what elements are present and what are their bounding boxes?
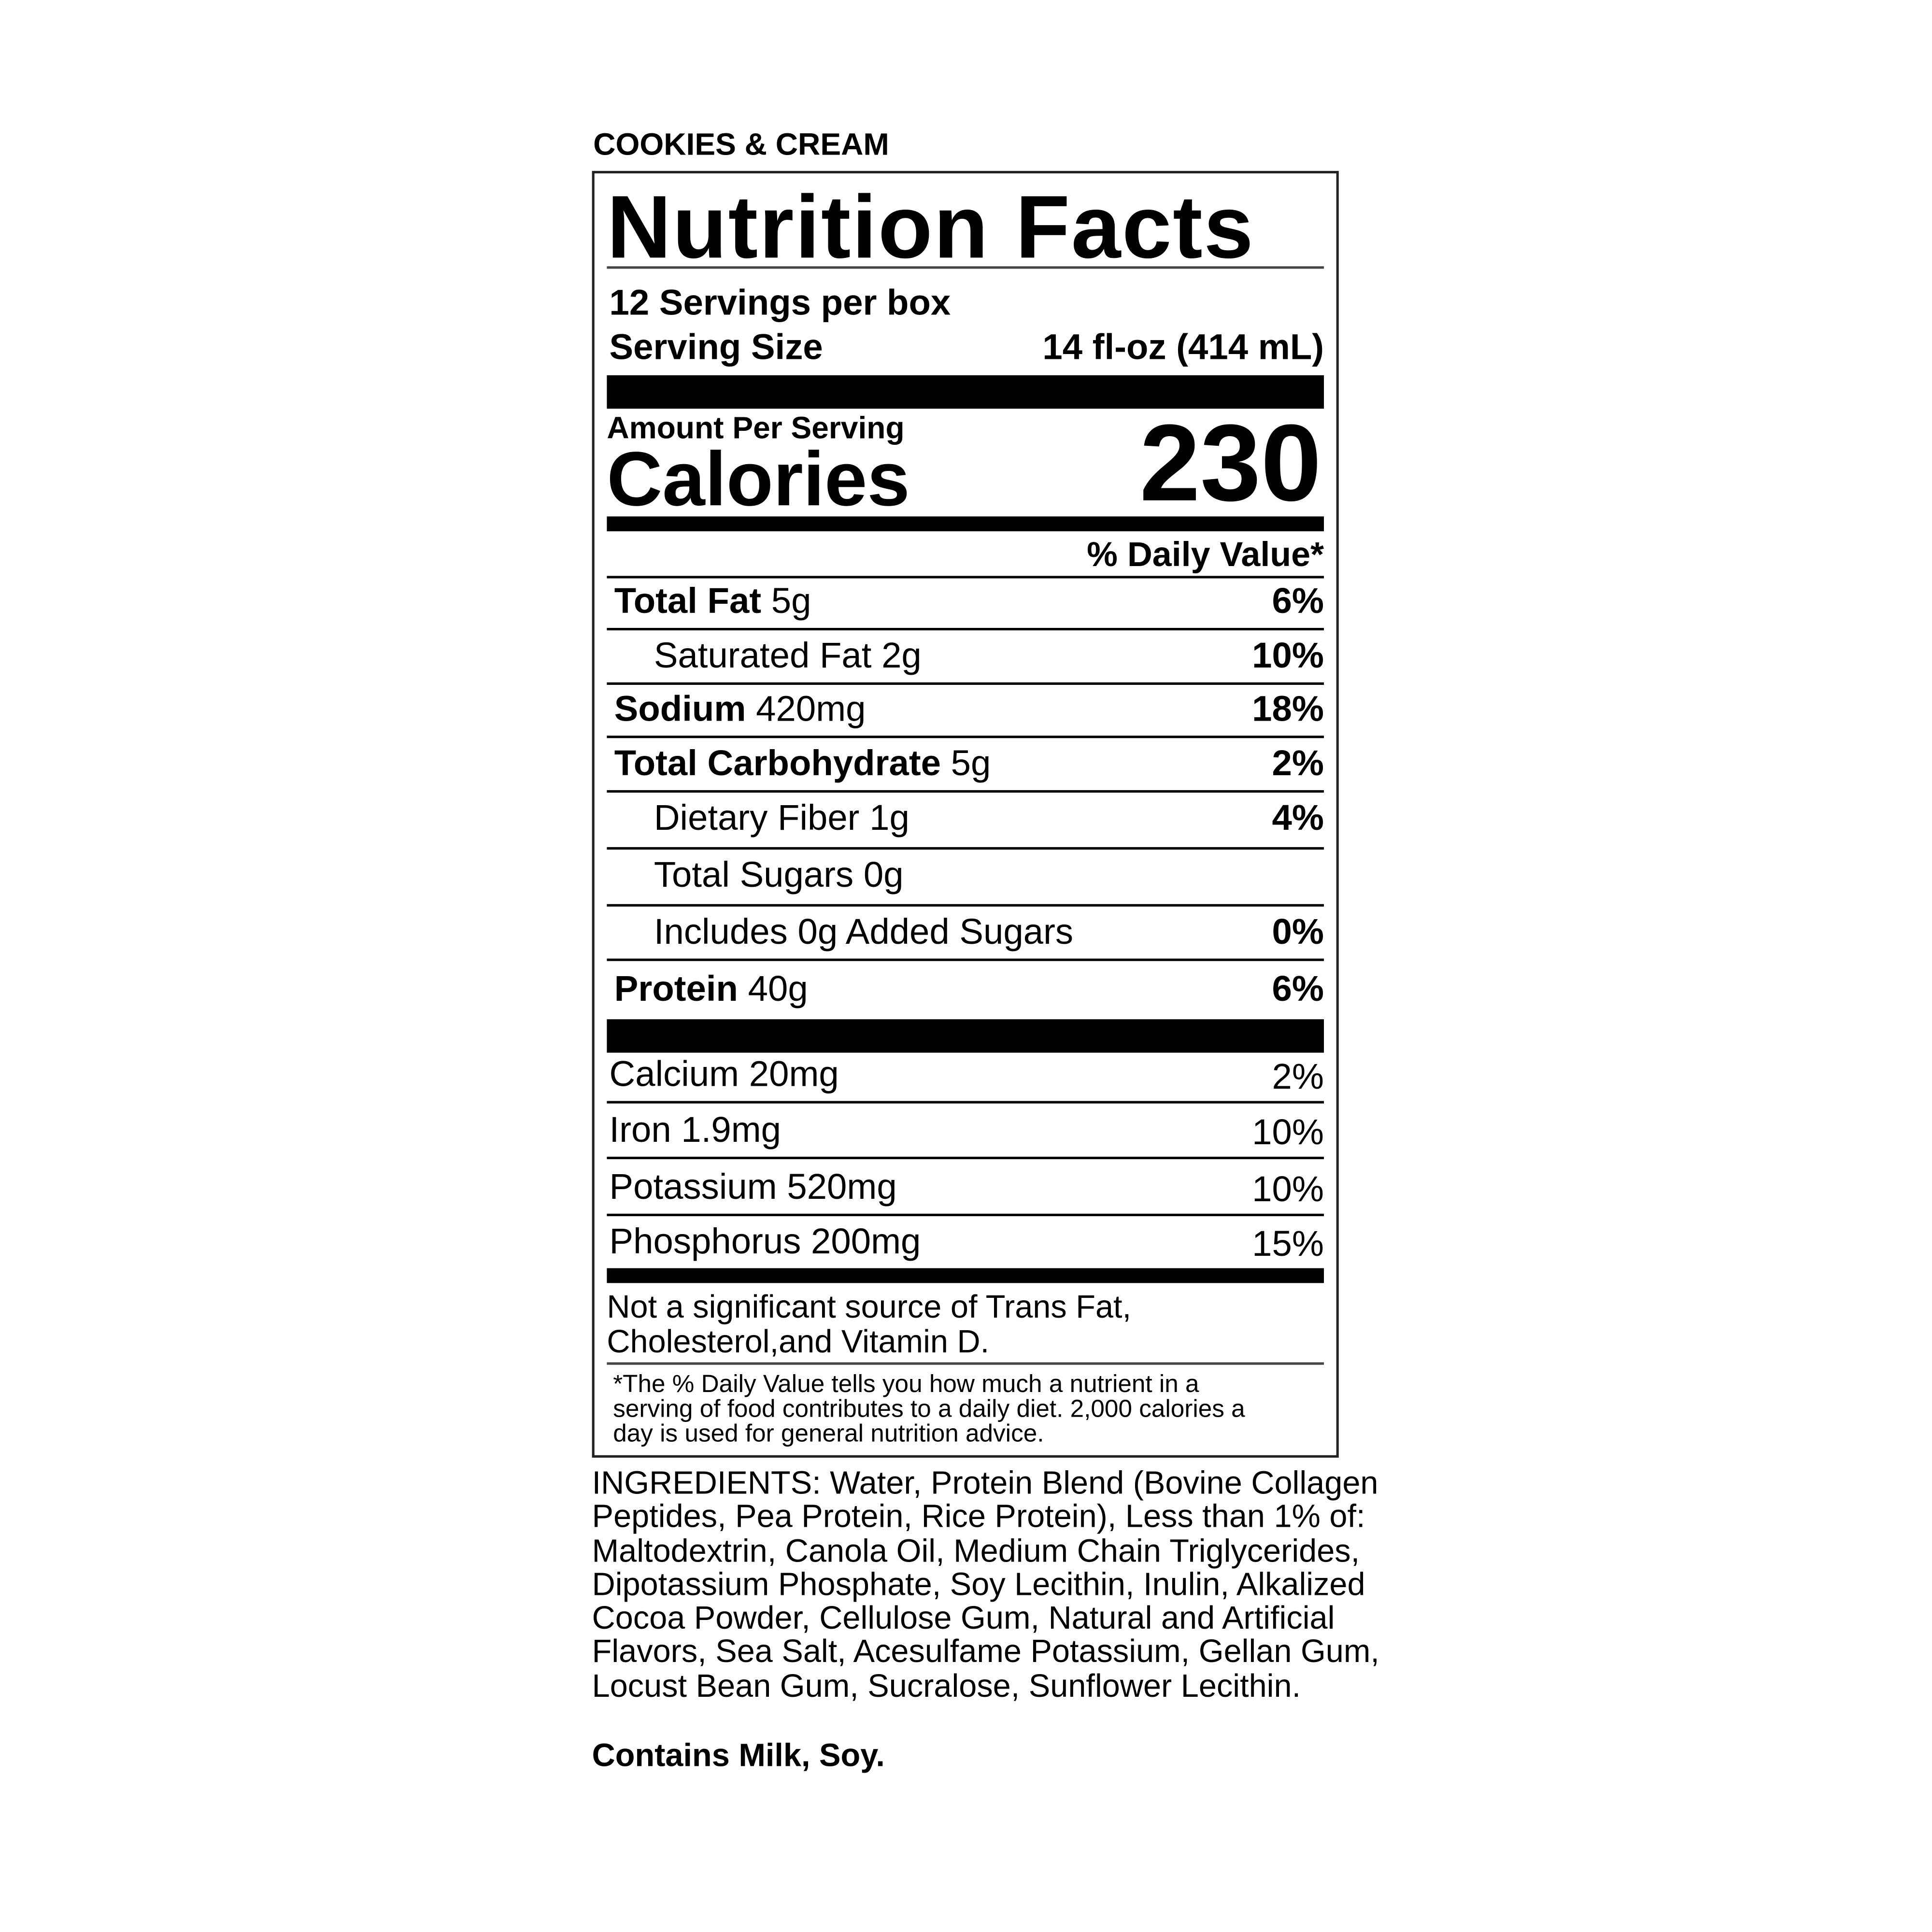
nutrient-name: Dietary Fiber: [653, 798, 860, 838]
nutrition-facts-label: Nutrition Facts 12 Servings per box Serv…: [592, 170, 1339, 1458]
nutrient-row-saturated-fat: Saturated Fat 2g 10%: [607, 630, 1324, 682]
nutrient-amount: 2g: [881, 636, 922, 676]
note-line: Not a significant source of Trans Fat,: [607, 1288, 1132, 1325]
nutrient-row-total-fat: Total Fat 5g 6%: [607, 578, 1324, 628]
mineral-row-calcium: Calcium 20mg 2%: [607, 1052, 1324, 1101]
nutrient-name: Saturated Fat: [653, 636, 872, 676]
mineral-text: Calcium 20mg: [609, 1055, 839, 1095]
below-label-text: INGREDIENTS: Water, Protein Blend (Bovin…: [592, 1463, 1385, 1774]
nutrient-dv: 0%: [1272, 912, 1324, 952]
divider: [607, 1362, 1324, 1364]
thick-divider: [607, 375, 1324, 409]
nutrient-name: Total Sugars: [653, 855, 854, 895]
mineral-text: Phosphorus 200mg: [609, 1222, 921, 1262]
allergen-statement: Contains Milk, Soy.: [592, 1736, 885, 1774]
thick-divider: [607, 516, 1324, 531]
daily-value-header: % Daily Value*: [1087, 535, 1324, 574]
nutrient-dv: 4%: [1272, 798, 1324, 838]
nutrient-dv: 18%: [1252, 690, 1324, 730]
divider: [607, 1156, 1324, 1159]
footnote-line: serving of food contributes to a daily d…: [613, 1395, 1245, 1423]
nutrient-dv: 10%: [1252, 636, 1324, 676]
daily-value-footnote: *The % Daily Value tells you how much a …: [613, 1372, 1245, 1447]
label-title: Nutrition Facts: [607, 178, 1255, 278]
mineral-row-iron: Iron 1.9mg 10%: [607, 1104, 1324, 1157]
not-significant-note: Not a significant source of Trans Fat, C…: [607, 1289, 1131, 1359]
amount-per-serving: Amount Per Serving: [607, 411, 905, 446]
nutrient-name: Sodium: [614, 690, 746, 730]
serving-size-value: 14 fl-oz (414 mL): [1042, 328, 1324, 368]
flavor-name: COOKIES & CREAM: [593, 128, 889, 162]
nutrient-row-total-carbohydrate: Total Carbohydrate 5g 2%: [607, 738, 1324, 790]
divider: [607, 266, 1324, 269]
footnote-line: day is used for general nutrition advice…: [613, 1421, 1044, 1448]
mineral-dv: 10%: [1252, 1113, 1324, 1153]
mineral-row-phosphorus: Phosphorus 200mg 15%: [607, 1216, 1324, 1268]
nutrient-row-total-sugars: Total Sugars 0g: [607, 850, 1324, 902]
nutrient-row-protein: Protein 40g 6%: [607, 961, 1324, 1016]
mineral-text: Iron 1.9mg: [609, 1110, 781, 1151]
mineral-row-potassium: Potassium 520mg 10%: [607, 1159, 1324, 1214]
nutrient-row-sodium: Sodium 420mg 18%: [607, 685, 1324, 736]
nutrient-amount: 5g: [951, 744, 991, 784]
footnote-line: *The % Daily Value tells you how much a …: [613, 1371, 1199, 1398]
calories-label: Calories: [607, 437, 910, 523]
nutrient-amount: 40g: [748, 969, 808, 1009]
serving-size-label: Serving Size: [609, 328, 823, 368]
nutrient-dv: 6%: [1272, 969, 1324, 1009]
nutrient-dv: 6%: [1272, 582, 1324, 622]
ingredients-list: INGREDIENTS: Water, Protein Blend (Bovin…: [592, 1463, 1379, 1704]
nutrient-name: Total Carbohydrate: [614, 744, 941, 784]
nutrient-row-dietary-fiber: Dietary Fiber 1g 4%: [607, 793, 1324, 845]
thick-divider: [607, 1019, 1324, 1053]
divider: [607, 1213, 1324, 1216]
mineral-dv: 2%: [1272, 1057, 1324, 1097]
nutrient-amount: 420mg: [756, 690, 866, 730]
divider: [607, 904, 1324, 906]
mineral-dv: 15%: [1252, 1224, 1324, 1264]
nutrient-amount: 1g: [869, 798, 909, 838]
nutrient-row-added-sugars: Includes 0g Added Sugars 0%: [607, 907, 1324, 959]
note-line: Cholesterol,and Vitamin D.: [607, 1322, 990, 1360]
nutrient-amount: 5g: [771, 582, 811, 622]
calories-value: 230: [1139, 401, 1321, 524]
nutrient-dv: 2%: [1272, 744, 1324, 784]
divider: [607, 627, 1324, 630]
nutrient-name: Protein: [614, 969, 738, 1009]
divider: [607, 1101, 1324, 1103]
divider: [607, 576, 1324, 579]
divider: [607, 958, 1324, 961]
divider: [607, 790, 1324, 792]
mineral-dv: 10%: [1252, 1170, 1324, 1210]
nutrient-name: Includes 0g Added Sugars: [653, 912, 1074, 952]
servings-per-container: 12 Servings per box: [609, 284, 951, 324]
nutrient-name: Total Fat: [614, 582, 762, 622]
divider: [607, 682, 1324, 684]
nutrient-amount: 0g: [863, 855, 904, 895]
divider: [607, 847, 1324, 849]
mineral-text: Potassium 520mg: [609, 1167, 897, 1208]
divider: [607, 736, 1324, 738]
thick-divider: [607, 1268, 1324, 1283]
